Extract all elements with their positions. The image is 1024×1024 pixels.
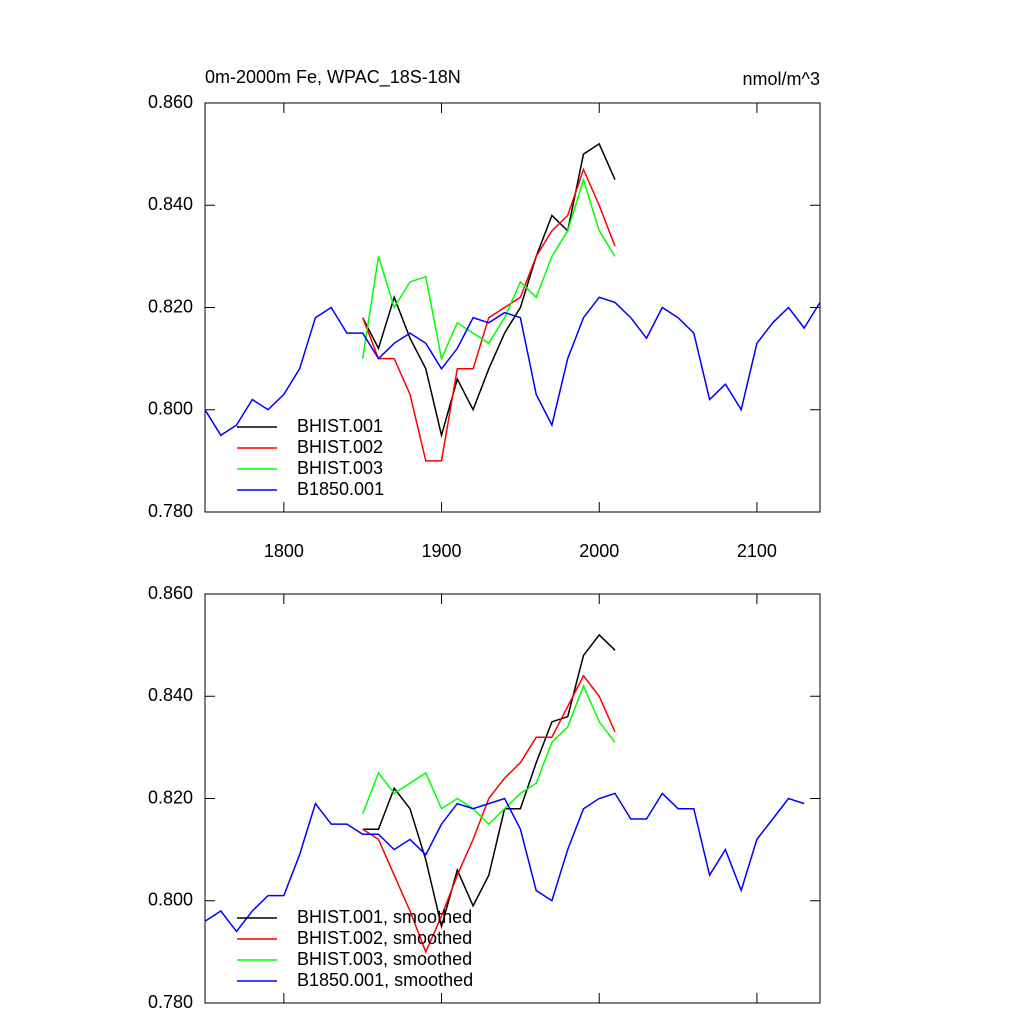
series-line: [362, 142, 616, 439]
y-tick-label: 0.780: [148, 501, 193, 521]
legend-label: B1850.001: [297, 479, 384, 499]
y-tick-label: 0.800: [148, 890, 193, 910]
legend-label: BHIST.001: [297, 416, 383, 436]
series-line: [362, 674, 616, 954]
units-label: nmol/m^3: [743, 69, 820, 89]
series-line: [362, 633, 616, 930]
chart-title: 0m-2000m Fe, WPAC_18S-18N: [205, 67, 461, 88]
x-tick-label: 2000: [579, 541, 619, 561]
series-line: [204, 296, 821, 437]
legend-label: BHIST.003: [297, 458, 383, 478]
y-tick-label: 0.860: [148, 92, 193, 112]
x-tick-label: 1800: [264, 541, 304, 561]
y-tick-label: 0.820: [148, 296, 193, 316]
x-tick-label: 2100: [737, 541, 777, 561]
y-tick-label: 0.800: [148, 399, 193, 419]
series-line: [362, 167, 616, 462]
legend-label: BHIST.003, smoothed: [297, 949, 472, 969]
x-tick-label: 1900: [422, 541, 462, 561]
y-tick-label: 0.860: [148, 583, 193, 603]
legend-label: BHIST.001, smoothed: [297, 907, 472, 927]
y-tick-label: 0.840: [148, 685, 193, 705]
series-line: [362, 684, 616, 826]
series-line: [204, 792, 805, 933]
legend-label: B1850.001, smoothed: [297, 970, 473, 990]
y-tick-label: 0.780: [148, 992, 193, 1012]
legend-label: BHIST.002, smoothed: [297, 928, 472, 948]
y-tick-label: 0.840: [148, 194, 193, 214]
series-line: [361, 177, 616, 362]
y-tick-label: 0.820: [148, 787, 193, 807]
legend-label: BHIST.002: [297, 437, 383, 457]
